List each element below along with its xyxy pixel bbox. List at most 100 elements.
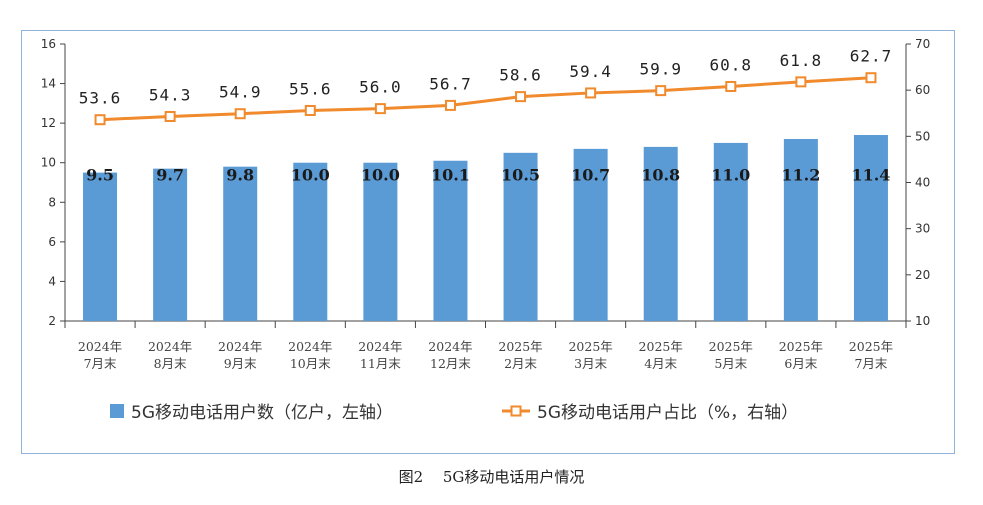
bar-value-label: 11.0	[711, 166, 750, 185]
bar-value-label: 9.5	[86, 166, 114, 185]
left-tick-label: 2	[48, 314, 56, 328]
bar	[853, 135, 888, 321]
x-tick-label: 7月末	[84, 356, 117, 371]
left-tick-label: 12	[41, 116, 56, 130]
x-tick-label: 2024年	[358, 339, 402, 354]
bar-value-label: 11.4	[851, 166, 890, 185]
line-value-label: 54.3	[149, 85, 192, 104]
line-point	[94, 114, 106, 126]
line-value-label: 56.0	[359, 78, 402, 97]
bar	[83, 172, 118, 321]
x-tick-label: 12月末	[430, 356, 471, 371]
right-tick-label: 30	[915, 222, 930, 236]
line-point	[865, 72, 877, 84]
bar-value-label: 10.1	[431, 166, 470, 185]
right-tick-label: 40	[915, 176, 930, 190]
line-point	[374, 103, 386, 115]
x-tick-label: 11月末	[360, 356, 401, 371]
line-value-label: 61.8	[780, 51, 823, 70]
bar-value-label: 10.0	[361, 166, 400, 185]
right-tick-label: 70	[915, 37, 930, 51]
x-tick-label: 2025年	[498, 339, 542, 354]
x-tick-label: 10月末	[290, 356, 331, 371]
line-value-label: 58.6	[499, 66, 542, 85]
x-tick-label: 2025年	[779, 339, 823, 354]
line-point	[164, 110, 176, 122]
bar	[293, 162, 328, 321]
line-point	[515, 91, 527, 103]
bar	[223, 166, 258, 321]
line-value-label: 62.7	[850, 47, 893, 66]
line-value-label: 60.8	[710, 55, 753, 74]
line-point	[234, 108, 246, 120]
line-point	[444, 99, 456, 111]
x-tick-label: 2025年	[639, 339, 683, 354]
legend-bar-label: 5G移动电话用户数（亿户，左轴）	[131, 403, 393, 423]
left-tick-label: 16	[41, 37, 56, 51]
left-tick-label: 14	[41, 77, 56, 91]
line-point	[795, 76, 807, 88]
line-point	[304, 104, 316, 116]
x-tick-label: 2024年	[148, 339, 192, 354]
x-tick-label: 2024年	[78, 339, 122, 354]
line-path	[99, 76, 872, 122]
x-tick-label: 2024年	[218, 339, 262, 354]
line-point	[655, 85, 667, 97]
bar-series	[83, 135, 888, 321]
bar	[643, 146, 678, 321]
bar	[783, 138, 818, 321]
right-tick-label: 20	[915, 268, 930, 282]
bar	[503, 152, 538, 321]
line-value-label: 59.9	[639, 60, 682, 79]
x-tick-label: 8月末	[154, 356, 187, 371]
bar-value-label: 10.8	[641, 166, 680, 185]
line-series	[94, 72, 877, 126]
chart-title: 图2 5G移动电话用户情况	[398, 468, 585, 486]
line-value-label: 53.6	[79, 89, 122, 108]
data-labels: 9.5 9.7 9.8 10.0 10.0 10.1 10.5 10.7 10.8 11.0 11.…	[79, 47, 893, 185]
right-tick-label: 50	[915, 129, 930, 143]
bar-value-label: 10.5	[501, 166, 540, 185]
bar-value-label: 10.7	[571, 166, 610, 185]
x-tick-label: 6月末	[784, 356, 817, 371]
bar	[153, 168, 188, 321]
x-tick-label: 2025年	[709, 339, 753, 354]
x-tick-label: 7月末	[854, 356, 887, 371]
legend-bar-swatch	[110, 404, 124, 418]
left-tick-label: 6	[48, 235, 56, 249]
chart-frame	[21, 30, 955, 454]
right-tick-label: 10	[915, 314, 930, 328]
axes: 2 4 6 8 10 12 14 16 10 20 30 40 50 60 70 2024年 7月末 2024年 8…	[41, 37, 931, 371]
left-tick-label: 8	[48, 195, 56, 209]
line-point	[725, 80, 737, 92]
x-tick-label: 2月末	[504, 356, 537, 371]
x-tick-label: 2025年	[849, 339, 893, 354]
bar-value-label: 11.2	[781, 166, 820, 185]
x-tick-label: 2024年	[288, 339, 332, 354]
x-tick-label: 2024年	[428, 339, 472, 354]
bar-value-label: 9.7	[156, 166, 184, 185]
x-tick-label: 5月末	[714, 356, 747, 371]
bar	[363, 162, 398, 321]
bar-value-label: 9.8	[226, 166, 254, 185]
x-tick-label: 4月末	[644, 356, 677, 371]
x-tick-label: 9月末	[224, 356, 257, 371]
line-point	[585, 87, 597, 99]
right-tick-label: 60	[915, 83, 930, 97]
legend-line-marker	[510, 405, 522, 417]
bar	[433, 160, 468, 321]
bar-value-label: 10.0	[291, 166, 330, 185]
legend-line-label: 5G移动电话用户占比（%，右轴）	[537, 403, 798, 423]
left-tick-label: 4	[48, 274, 56, 288]
legend: 5G移动电话用户数（亿户，左轴） 5G移动电话用户占比（%，右轴）	[110, 403, 798, 423]
x-tick-label: 3月末	[574, 356, 607, 371]
bar	[573, 148, 608, 321]
x-tick-label: 2025年	[568, 339, 612, 354]
left-tick-label: 10	[41, 156, 56, 170]
line-value-label: 55.6	[289, 79, 332, 98]
line-value-label: 54.9	[219, 83, 262, 102]
line-value-label: 56.7	[429, 74, 472, 93]
line-value-label: 59.4	[569, 62, 612, 81]
bar	[713, 142, 748, 321]
